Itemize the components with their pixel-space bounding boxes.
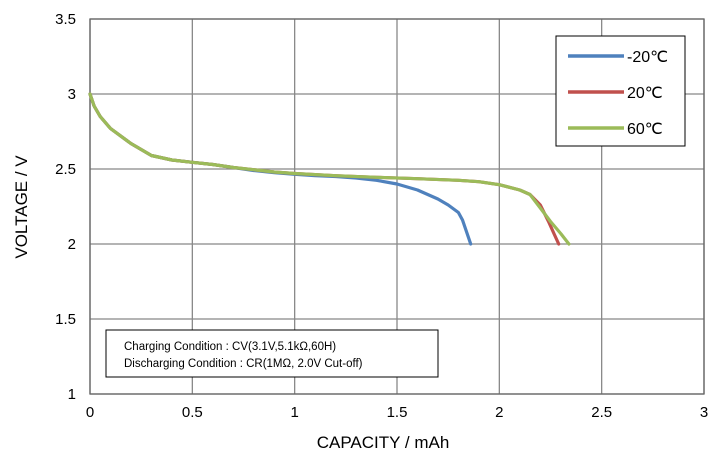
x-tick-label: 2.5 — [591, 404, 612, 421]
tick-labels: 0 0.5 1 1.5 2 2.5 3 1 1.5 2 2.5 3 3.5 — [55, 11, 708, 421]
y-tick-label: 2.5 — [55, 161, 76, 178]
x-axis-title: CAPACITY / mAh — [317, 433, 450, 452]
note-line: Discharging Condition : CR(1MΩ, 2.0V Cut… — [124, 358, 363, 370]
series-line-2 — [88, 92, 571, 246]
legend-label-0: -20℃ — [627, 49, 668, 66]
y-axis-title: VOLTAGE / V — [12, 155, 31, 259]
x-tick-label: 1.5 — [387, 404, 408, 421]
x-tick-label: 0 — [86, 404, 94, 421]
y-tick-label: 1 — [68, 386, 76, 403]
plot-area-frame — [89, 18, 705, 395]
x-tick-label: 2 — [495, 404, 503, 421]
legend: -20℃ 20℃ 60℃ — [555, 35, 686, 147]
condition-note: Charging Condition : CV(3.1V,5.1kΩ,60H) D… — [105, 329, 439, 378]
x-tick-label: 3 — [700, 404, 708, 421]
note-box — [105, 329, 439, 378]
y-tick-label: 3 — [68, 86, 76, 103]
y-tick-label: 2 — [68, 236, 76, 253]
y-tick-label: 3.5 — [55, 11, 76, 28]
x-tick-label: 0.5 — [182, 404, 203, 421]
series-lines — [88, 92, 571, 246]
legend-label-2: 60℃ — [627, 121, 663, 138]
legend-label-1: 20℃ — [627, 85, 663, 102]
y-tick-label: 1.5 — [55, 311, 76, 328]
x-tick-label: 1 — [290, 404, 298, 421]
note-line: Charging Condition : CV(3.1V,5.1kΩ,60H) — [124, 341, 336, 353]
